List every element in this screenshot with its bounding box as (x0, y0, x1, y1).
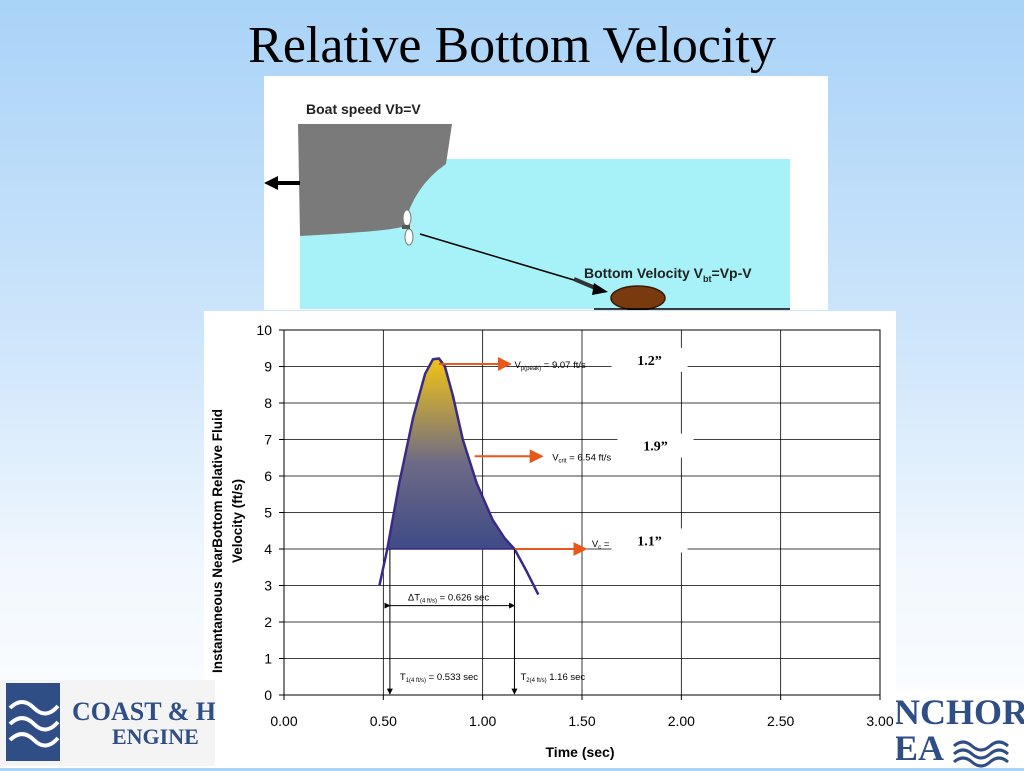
delta-t-annotation: ΔT(4 ft/s) = 0.626 sec (408, 593, 489, 605)
y-tick-label: 0 (264, 687, 272, 703)
x-axis-label: Time (sec) (546, 744, 615, 760)
propeller-icon (402, 209, 414, 246)
vpeak-annotation: Vp(peak) = 9.07 ft/s (514, 360, 586, 372)
boat-direction-arrow-icon (264, 176, 300, 190)
callout-box (611, 347, 688, 372)
waves-logo-icon (6, 683, 60, 761)
x-tick-label: 3.00 (866, 713, 893, 729)
callout-label: 1.2” (637, 354, 662, 369)
y-tick-label: 6 (264, 468, 272, 484)
right-logo-line2: EA (896, 728, 944, 768)
x-tick-label: 0.50 (370, 713, 397, 729)
y-tick-label: 2 (264, 614, 272, 630)
x-tick-label: 2.50 (767, 713, 794, 729)
y-tick-label: 8 (264, 395, 272, 411)
x-tick-label: 0.00 (270, 713, 297, 729)
callout-box (617, 433, 694, 458)
jet-flow-arrow-icon (419, 233, 608, 295)
y-axis-label-line2: Velocity (ft/s) (230, 479, 245, 563)
anchor-logo: NCHOR EA (896, 690, 1024, 768)
coast-logo: COAST & H ENGINE (0, 680, 216, 766)
x-tick-label: 1.50 (568, 713, 595, 729)
t2-annotation: T2(4 ft/s) 1.16 sec (520, 672, 585, 684)
boat-hull (298, 124, 452, 236)
y-tick-label: 5 (264, 505, 272, 521)
boat-speed-label: Boat speed Vb=V (306, 101, 421, 117)
boat-diagram: Boat speed Vb=V Bottom Velocity Vbt=Vp-V (264, 76, 828, 311)
y-tick-label: 9 (264, 359, 272, 375)
vcrit-annotation: Vcrit = 6.54 ft/s (552, 452, 611, 464)
callout-label: 1.1” (637, 535, 662, 550)
y-tick-label: 1 (264, 651, 272, 667)
callout-label: 1.9” (643, 440, 668, 455)
velocity-chart: Vp(peak) = 9.07 ft/s Vcrit = 6.54 ft/s Vc … (204, 311, 896, 764)
x-tick-label: 1.00 (469, 713, 496, 729)
y-axis-label-line1: Instantaneous NearBottom Relative Fluid (210, 409, 225, 673)
velocity-line (378, 357, 540, 596)
y-tick-label: 3 (264, 578, 272, 594)
y-tick-label: 10 (256, 322, 272, 338)
area-fill-above-threshold (387, 358, 515, 549)
y-tick-label: 4 (264, 541, 272, 557)
left-logo-line2: ENGINE (112, 724, 199, 749)
slide-title: Relative Bottom Velocity (248, 17, 776, 74)
x-tick-label: 2.00 (668, 713, 695, 729)
bottom-velocity-label: Bottom Velocity Vbt=Vp-V (584, 265, 752, 284)
callout-box (611, 528, 688, 553)
right-logo-line1: NCHOR (896, 692, 1024, 732)
t1-annotation: T1(4 ft/s) = 0.533 sec (400, 672, 478, 684)
left-logo-line1: COAST & H (72, 697, 215, 726)
waves-icon (953, 740, 1009, 768)
y-tick-label: 7 (264, 432, 272, 448)
bottom-rock (610, 285, 666, 311)
